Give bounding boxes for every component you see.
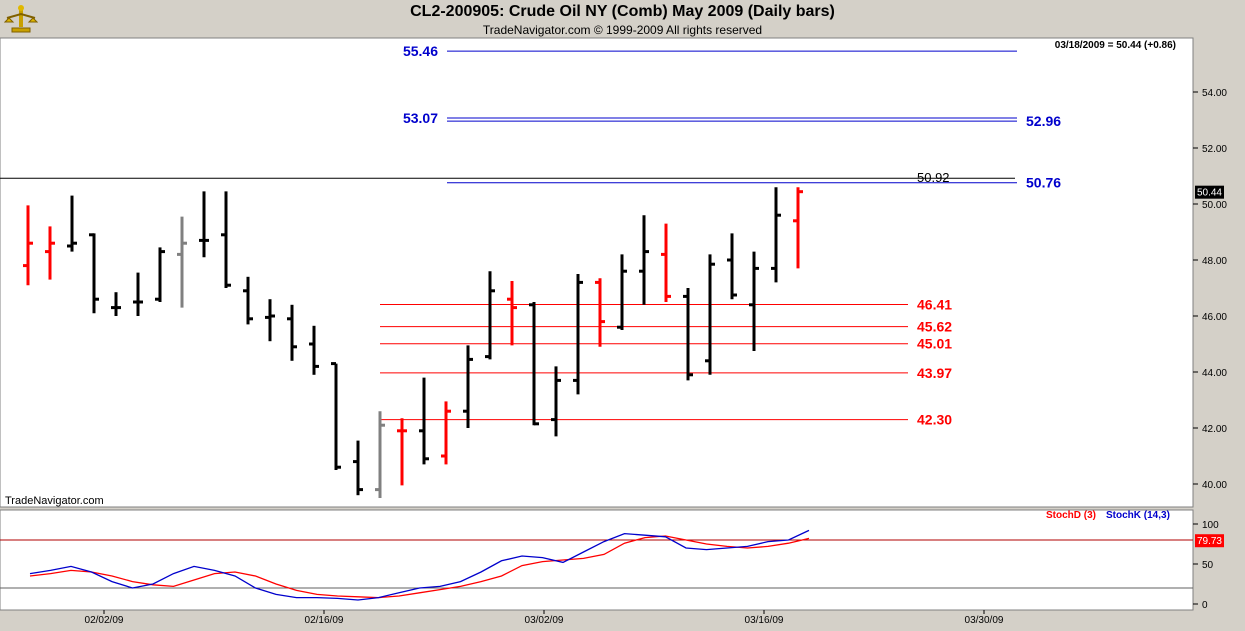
black-level-label: 50.92	[917, 170, 950, 185]
indicator-panel	[0, 509, 1194, 611]
y-tick-label: 46.00	[1202, 312, 1227, 323]
trade-navigator-logo	[4, 5, 38, 33]
resistance-label: 53.07	[403, 110, 438, 126]
price-panel	[0, 37, 1194, 508]
copyright-text: TradeNavigator.com © 1999-2009 All right…	[482, 23, 763, 37]
y-tick-label: 40.00	[1202, 480, 1227, 491]
stoch-last-value-box	[1195, 534, 1224, 548]
resistance-label: 50.76	[1026, 175, 1061, 191]
legend-stochD: StochD (3)	[1046, 510, 1096, 521]
chart-title: CL2-200905: Crude Oil NY (Comb) May 2009…	[410, 3, 835, 20]
x-tick-label: 03/30/09	[965, 615, 1004, 626]
x-tick-label: 02/16/09	[305, 615, 344, 626]
stoch-y-tick-label: 50	[1202, 560, 1214, 571]
y-tick-label: 44.00	[1202, 368, 1227, 379]
x-tick-label: 02/02/09	[85, 615, 124, 626]
stoch-last-value-label: 79.73	[1197, 536, 1222, 547]
stoch-y-tick-label: 0	[1202, 600, 1208, 611]
watermark-label: TradeNavigator.com	[5, 495, 104, 507]
support-label: 42.30	[917, 412, 952, 428]
support-label: 46.41	[917, 297, 952, 313]
y-tick-label: 52.00	[1202, 144, 1227, 155]
x-tick-label: 03/16/09	[745, 615, 784, 626]
y-tick-label: 42.00	[1202, 424, 1227, 435]
last-price-label: 50.44	[1197, 188, 1222, 199]
support-label: 45.62	[917, 319, 952, 335]
last-price-box	[1195, 185, 1224, 199]
stoch-y-tick-label: 100	[1202, 520, 1219, 531]
support-label: 43.97	[917, 365, 952, 381]
y-tick-label: 54.00	[1202, 88, 1227, 99]
resistance-label: 52.96	[1026, 113, 1061, 129]
legend-stochK: StochK (14,3)	[1106, 510, 1170, 521]
stoch-series-line	[29, 529, 810, 601]
info-label: 03/18/2009 = 50.44 (+0.86)	[1055, 40, 1176, 51]
y-tick-label: 48.00	[1202, 256, 1227, 267]
x-tick-label: 03/02/09	[525, 615, 564, 626]
stoch-series-line	[29, 535, 810, 599]
support-label: 45.01	[917, 336, 952, 352]
resistance-label: 55.46	[403, 43, 438, 59]
y-tick-label: 50.00	[1202, 200, 1227, 211]
